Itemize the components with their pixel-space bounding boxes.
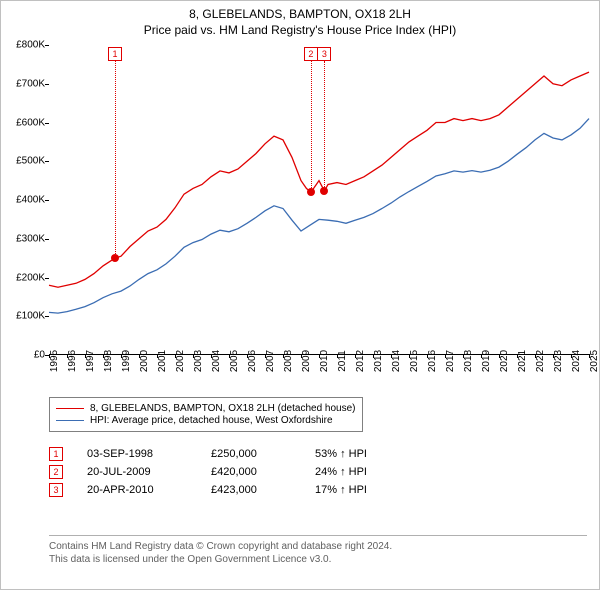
chart-title-subtitle: Price paid vs. HM Land Registry's House … bbox=[1, 23, 599, 37]
transaction-marker-line bbox=[115, 61, 116, 258]
transaction-marker-dot bbox=[307, 188, 315, 196]
legend-label-hpi: HPI: Average price, detached house, West… bbox=[90, 415, 333, 426]
chart-title-address: 8, GLEBELANDS, BAMPTON, OX18 2LH bbox=[1, 7, 599, 21]
transaction-marker-line bbox=[311, 61, 312, 192]
transaction-delta: 53% ↑ HPI bbox=[315, 448, 405, 460]
line-series-property bbox=[49, 72, 589, 287]
title-block: 8, GLEBELANDS, BAMPTON, OX18 2LH Price p… bbox=[1, 1, 599, 37]
transaction-date: 20-APR-2010 bbox=[87, 484, 187, 496]
transaction-date: 03-SEP-1998 bbox=[87, 448, 187, 460]
transaction-row: 1 03-SEP-1998 £250,000 53% ↑ HPI bbox=[49, 447, 405, 461]
legend-swatch-property bbox=[56, 408, 84, 409]
transaction-index-box: 2 bbox=[49, 465, 63, 479]
line-chart-svg bbox=[49, 45, 589, 355]
transaction-marker-dot bbox=[320, 187, 328, 195]
y-axis-tick-label: £600K bbox=[1, 117, 45, 128]
transaction-marker-box: 2 bbox=[304, 47, 318, 61]
transaction-index-box: 3 bbox=[49, 483, 63, 497]
transaction-index-box: 1 bbox=[49, 447, 63, 461]
y-axis-tick-label: £700K bbox=[1, 78, 45, 89]
y-axis-tick-label: £300K bbox=[1, 233, 45, 244]
x-axis-tick-label: 2025 bbox=[589, 350, 600, 372]
footer-line-1: Contains HM Land Registry data © Crown c… bbox=[49, 540, 587, 553]
y-axis-tick-label: £100K bbox=[1, 311, 45, 322]
chart-container: 8, GLEBELANDS, BAMPTON, OX18 2LH Price p… bbox=[0, 0, 600, 590]
transaction-marker-line bbox=[324, 61, 325, 191]
transaction-table: 1 03-SEP-1998 £250,000 53% ↑ HPI 2 20-JUL-200… bbox=[49, 443, 405, 501]
transaction-price: £420,000 bbox=[211, 466, 291, 478]
transaction-delta: 17% ↑ HPI bbox=[315, 484, 405, 496]
transaction-price: £250,000 bbox=[211, 448, 291, 460]
legend: 8, GLEBELANDS, BAMPTON, OX18 2LH (detach… bbox=[49, 397, 363, 432]
y-axis-tick-label: £400K bbox=[1, 195, 45, 206]
y-axis-tick-label: £800K bbox=[1, 40, 45, 51]
transaction-marker-box: 1 bbox=[108, 47, 122, 61]
transaction-price: £423,000 bbox=[211, 484, 291, 496]
transaction-marker-box: 3 bbox=[317, 47, 331, 61]
transaction-row: 3 20-APR-2010 £423,000 17% ↑ HPI bbox=[49, 483, 405, 497]
line-series-hpi bbox=[49, 119, 589, 314]
y-axis-tick-label: £500K bbox=[1, 156, 45, 167]
plot-region: £0£100K£200K£300K£400K£500K£600K£700K£80… bbox=[49, 45, 589, 355]
transaction-row: 2 20-JUL-2009 £420,000 24% ↑ HPI bbox=[49, 465, 405, 479]
y-axis-tick-label: £0 bbox=[1, 350, 45, 361]
footer-attribution: Contains HM Land Registry data © Crown c… bbox=[49, 535, 587, 566]
legend-item-property: 8, GLEBELANDS, BAMPTON, OX18 2LH (detach… bbox=[56, 403, 356, 414]
transaction-date: 20-JUL-2009 bbox=[87, 466, 187, 478]
footer-line-2: This data is licensed under the Open Gov… bbox=[49, 553, 587, 566]
y-axis-tick-label: £200K bbox=[1, 272, 45, 283]
legend-item-hpi: HPI: Average price, detached house, West… bbox=[56, 415, 356, 426]
transaction-delta: 24% ↑ HPI bbox=[315, 466, 405, 478]
legend-label-property: 8, GLEBELANDS, BAMPTON, OX18 2LH (detach… bbox=[90, 403, 356, 414]
legend-swatch-hpi bbox=[56, 420, 84, 421]
transaction-marker-dot bbox=[111, 254, 119, 262]
chart-area: £0£100K£200K£300K£400K£500K£600K£700K£80… bbox=[49, 45, 589, 385]
